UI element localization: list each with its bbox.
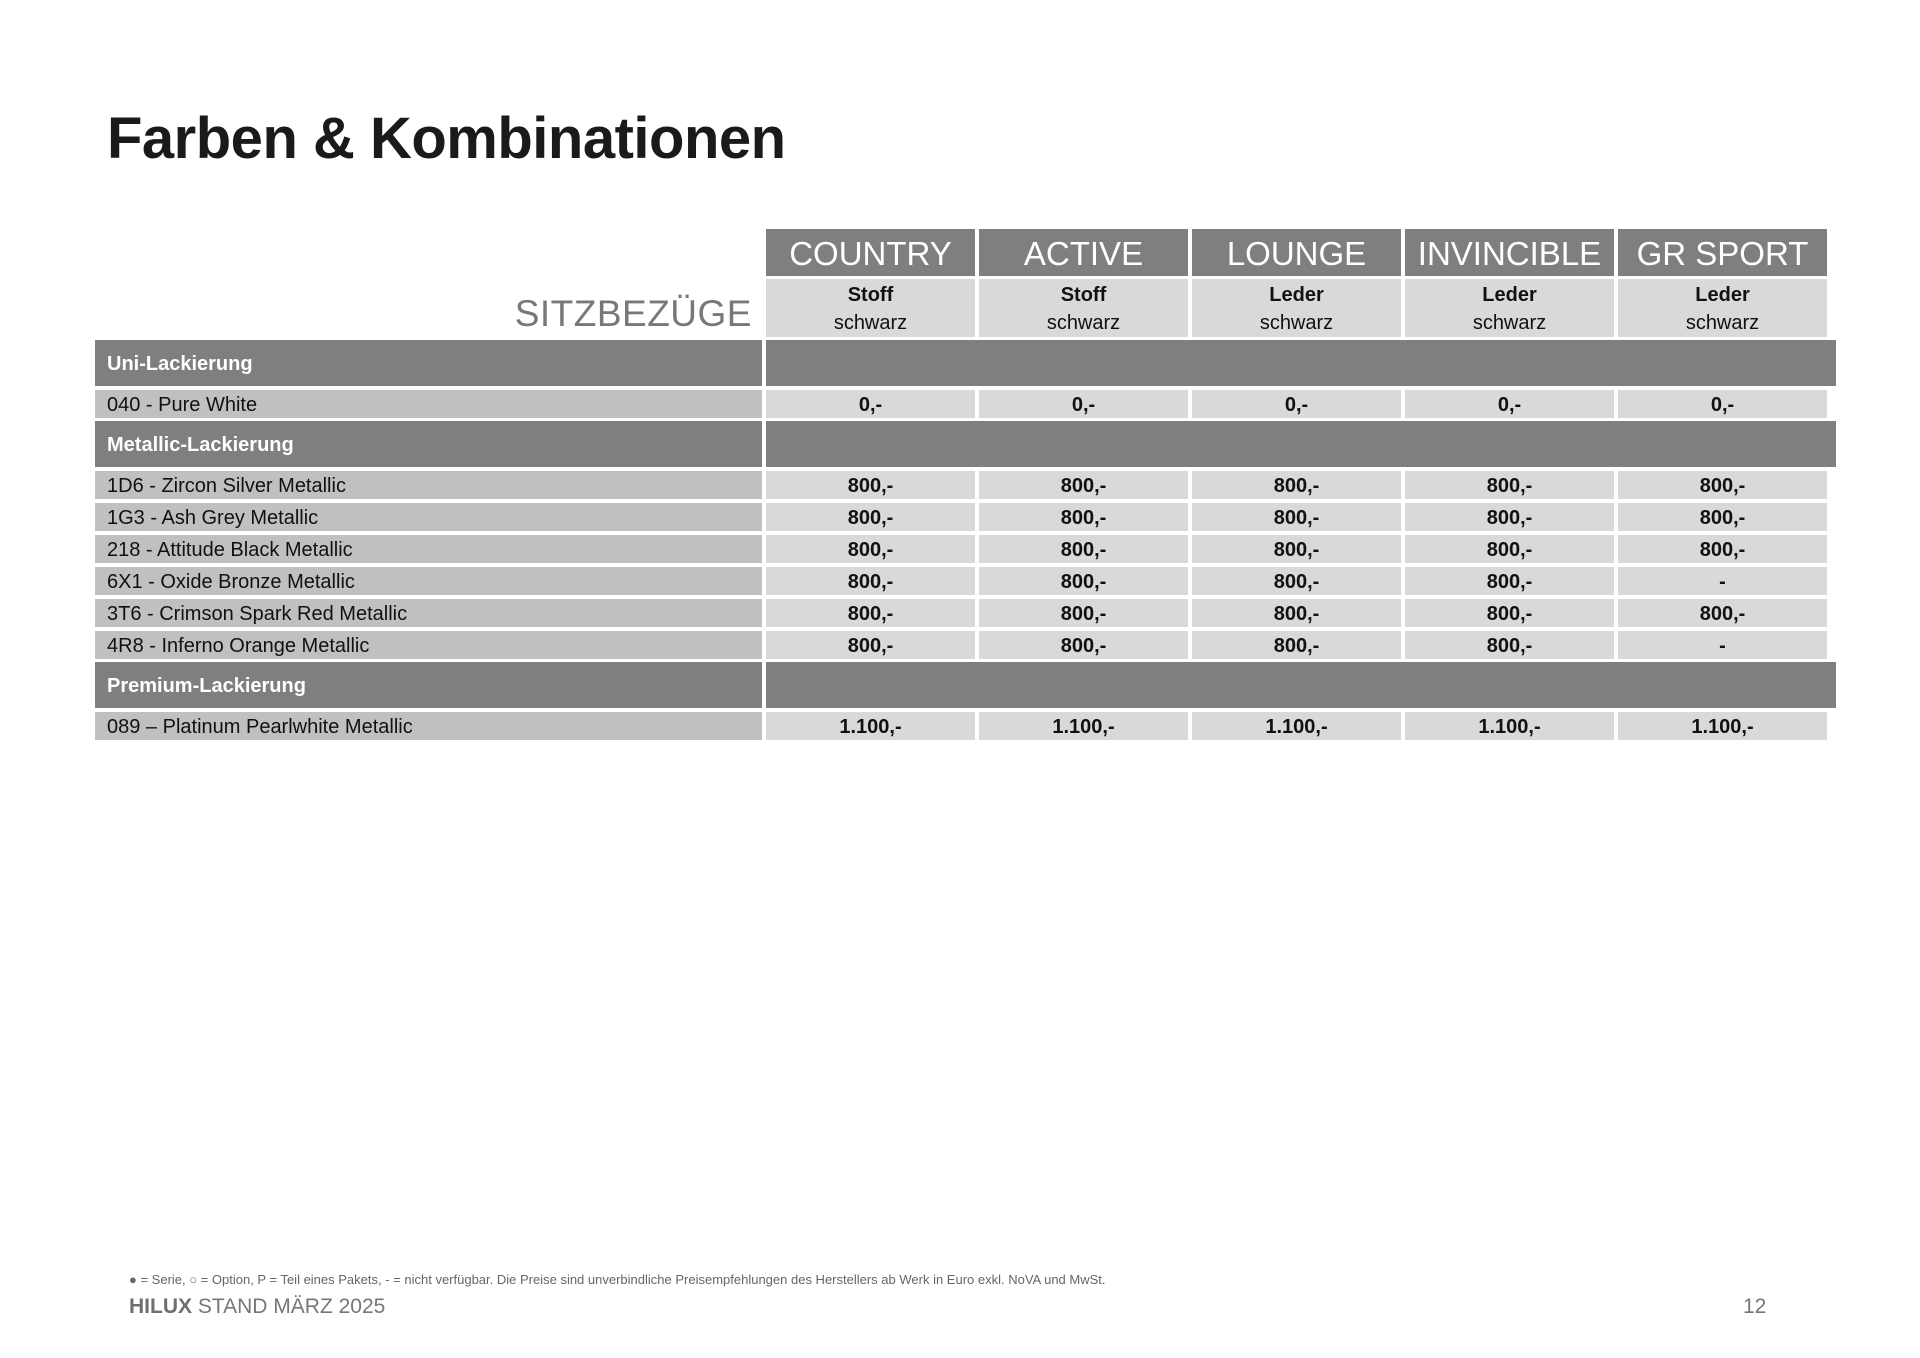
paint-label: 3T6 - Crimson Spark Red Metallic <box>95 599 762 627</box>
seat-cover-row: SITZBEZÜGE Stoff schwarz Stoff schwarz Led… <box>95 279 1836 337</box>
price-cell: 800,- <box>1192 471 1401 499</box>
price-cell: 800,- <box>1192 503 1401 531</box>
table-row: 6X1 - Oxide Bronze Metallic 800,- 800,- … <box>95 567 1836 595</box>
table-row: 089 – Platinum Pearlwhite Metallic 1.100… <box>95 712 1836 740</box>
price-cell: 800,- <box>979 503 1188 531</box>
price-cell: 0,- <box>1405 390 1614 418</box>
section-header-metallic: Metallic-Lackierung <box>95 421 1836 467</box>
price-cell: 1.100,- <box>1405 712 1614 740</box>
price-cell: 800,- <box>1405 567 1614 595</box>
seat-cover-cell: Stoff schwarz <box>766 279 975 337</box>
price-cell: 800,- <box>979 567 1188 595</box>
paint-label: 4R8 - Inferno Orange Metallic <box>95 631 762 659</box>
paint-label: 218 - Attitude Black Metallic <box>95 535 762 563</box>
trim-header-lounge: LOUNGE <box>1192 229 1401 276</box>
paint-label: 089 – Platinum Pearlwhite Metallic <box>95 712 762 740</box>
stand-date: STAND MÄRZ 2025 <box>197 1295 386 1318</box>
trim-header-gr-sport: GR SPORT <box>1618 229 1827 276</box>
price-cell: 800,- <box>766 631 975 659</box>
footer-model-stand: HILUX STAND MÄRZ 2025 <box>129 1295 385 1319</box>
price-cell: 800,- <box>979 471 1188 499</box>
price-table: COUNTRY ACTIVE LOUNGE INVINCIBLE GR SPOR… <box>95 229 1836 740</box>
seat-cover-cell: Stoff schwarz <box>979 279 1188 337</box>
price-cell: 0,- <box>1192 390 1401 418</box>
price-cell: 1.100,- <box>766 712 975 740</box>
paint-label: 1D6 - Zircon Silver Metallic <box>95 471 762 499</box>
price-cell: 1.100,- <box>1192 712 1401 740</box>
trim-header-invincible: INVINCIBLE <box>1405 229 1614 276</box>
price-cell: - <box>1618 567 1827 595</box>
section-header-uni: Uni-Lackierung <box>95 340 1836 386</box>
price-cell: 800,- <box>1192 631 1401 659</box>
model-name: HILUX <box>129 1295 192 1318</box>
trim-header-country: COUNTRY <box>766 229 975 276</box>
table-row: 4R8 - Inferno Orange Metallic 800,- 800,… <box>95 631 1836 659</box>
trim-header-active: ACTIVE <box>979 229 1188 276</box>
price-cell: - <box>1618 631 1827 659</box>
price-cell: 800,- <box>1192 567 1401 595</box>
seat-cover-cell: Leder schwarz <box>1405 279 1614 337</box>
seat-cover-cell: Leder schwarz <box>1618 279 1827 337</box>
table-row: 040 - Pure White 0,- 0,- 0,- 0,- 0,- <box>95 390 1836 418</box>
paint-label: 6X1 - Oxide Bronze Metallic <box>95 567 762 595</box>
price-cell: 800,- <box>1192 599 1401 627</box>
price-cell: 800,- <box>1405 599 1614 627</box>
section-header-premium: Premium-Lackierung <box>95 662 1836 708</box>
price-cell: 0,- <box>979 390 1188 418</box>
price-cell: 800,- <box>1405 631 1614 659</box>
price-cell: 800,- <box>766 567 975 595</box>
price-cell: 800,- <box>1618 503 1827 531</box>
seat-cover-cell: Leder schwarz <box>1192 279 1401 337</box>
price-cell: 0,- <box>766 390 975 418</box>
price-cell: 800,- <box>1405 535 1614 563</box>
table-row: 3T6 - Crimson Spark Red Metallic 800,- 8… <box>95 599 1836 627</box>
price-cell: 800,- <box>1618 471 1827 499</box>
price-cell: 0,- <box>1618 390 1827 418</box>
price-cell: 800,- <box>979 631 1188 659</box>
price-cell: 800,- <box>766 503 975 531</box>
price-cell: 800,- <box>1618 599 1827 627</box>
legend-note: ● = Serie, ○ = Option, P = Teil eines Pa… <box>129 1272 1106 1287</box>
trim-header-row: COUNTRY ACTIVE LOUNGE INVINCIBLE GR SPOR… <box>95 229 1836 276</box>
seat-cover-label: SITZBEZÜGE <box>514 293 752 334</box>
table-row: 1G3 - Ash Grey Metallic 800,- 800,- 800,… <box>95 503 1836 531</box>
table-row: 218 - Attitude Black Metallic 800,- 800,… <box>95 535 1836 563</box>
price-cell: 800,- <box>1618 535 1827 563</box>
price-cell: 1.100,- <box>979 712 1188 740</box>
paint-label: 1G3 - Ash Grey Metallic <box>95 503 762 531</box>
table-row: 1D6 - Zircon Silver Metallic 800,- 800,-… <box>95 471 1836 499</box>
page-title: Farben & Kombinationen <box>107 106 786 171</box>
price-cell: 1.100,- <box>1618 712 1827 740</box>
price-cell: 800,- <box>1192 535 1401 563</box>
price-cell: 800,- <box>1405 503 1614 531</box>
price-cell: 800,- <box>979 535 1188 563</box>
price-cell: 800,- <box>766 471 975 499</box>
price-cell: 800,- <box>979 599 1188 627</box>
price-cell: 800,- <box>766 535 975 563</box>
paint-label: 040 - Pure White <box>95 390 762 418</box>
price-cell: 800,- <box>1405 471 1614 499</box>
page-number: 12 <box>1743 1295 1767 1318</box>
price-cell: 800,- <box>766 599 975 627</box>
